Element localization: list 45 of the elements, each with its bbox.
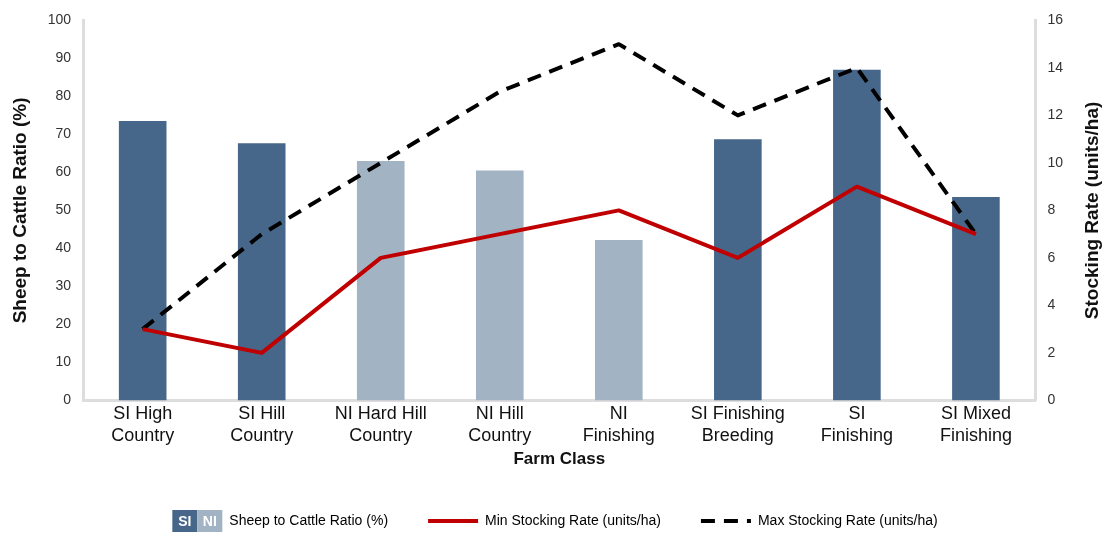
y-tick-label: 50 [55,201,72,218]
y2-tick-label: 6 [1047,248,1056,265]
x-tick-label: NI Hill Country [468,403,532,445]
bar [714,139,762,401]
y-tick-label: 90 [55,49,72,66]
x-tick-label: SI Hill Country [230,403,294,445]
y-tick-label: 10 [55,353,72,370]
legend-label: Sheep to Cattle Ratio (%) [229,511,389,528]
bar [833,69,881,401]
y2-tick-label: 8 [1047,201,1056,218]
y-tick-label: 80 [55,87,72,104]
y-tick-label: 0 [63,391,72,408]
y-axis-title: Sheep to Cattle Ratio (%) [8,97,30,324]
x-tick-label: NI Hard Hill Country [334,403,427,445]
y2-tick-label: 10 [1047,153,1064,170]
y-tick-label: 20 [55,315,72,332]
text: SI [178,512,192,529]
legend-label: Min Stocking Rate (units/ha) [485,511,661,528]
bar [118,121,167,401]
y2-tick-label: 12 [1047,106,1064,123]
y-tick-label: 30 [55,277,72,294]
bar [237,143,286,401]
y-tick-label: 100 [47,11,72,28]
x-tick-label: NI Finishing [582,403,655,445]
legend-label: Max Stocking Rate (units/ha) [757,511,938,528]
y2-tick-label: 2 [1047,343,1056,360]
x-tick-label: SI Mixed Finishing [939,403,1012,445]
line-series [140,42,978,332]
y-tick-label: 70 [55,125,72,142]
x-tick-label: SI Finishing [820,403,893,445]
bar [952,197,1000,401]
y-tick-label: 40 [55,239,72,256]
bar [475,170,524,401]
y2-tick-label: 16 [1047,11,1064,28]
x-tick-label: SI High Country [111,403,175,445]
y2-axis-title: Stocking Rate (units/ha) [1081,101,1103,320]
bar [356,161,405,401]
x-axis-title: Farm Class [513,449,606,469]
y2-tick-label: 14 [1047,58,1064,75]
x-tick-label: SI Finishing Breeding [690,403,785,445]
text: NI [202,512,217,529]
bar [595,240,643,401]
y2-tick-label: 0 [1047,391,1056,408]
y-tick-label: 60 [55,163,72,180]
y2-tick-label: 4 [1047,296,1056,313]
